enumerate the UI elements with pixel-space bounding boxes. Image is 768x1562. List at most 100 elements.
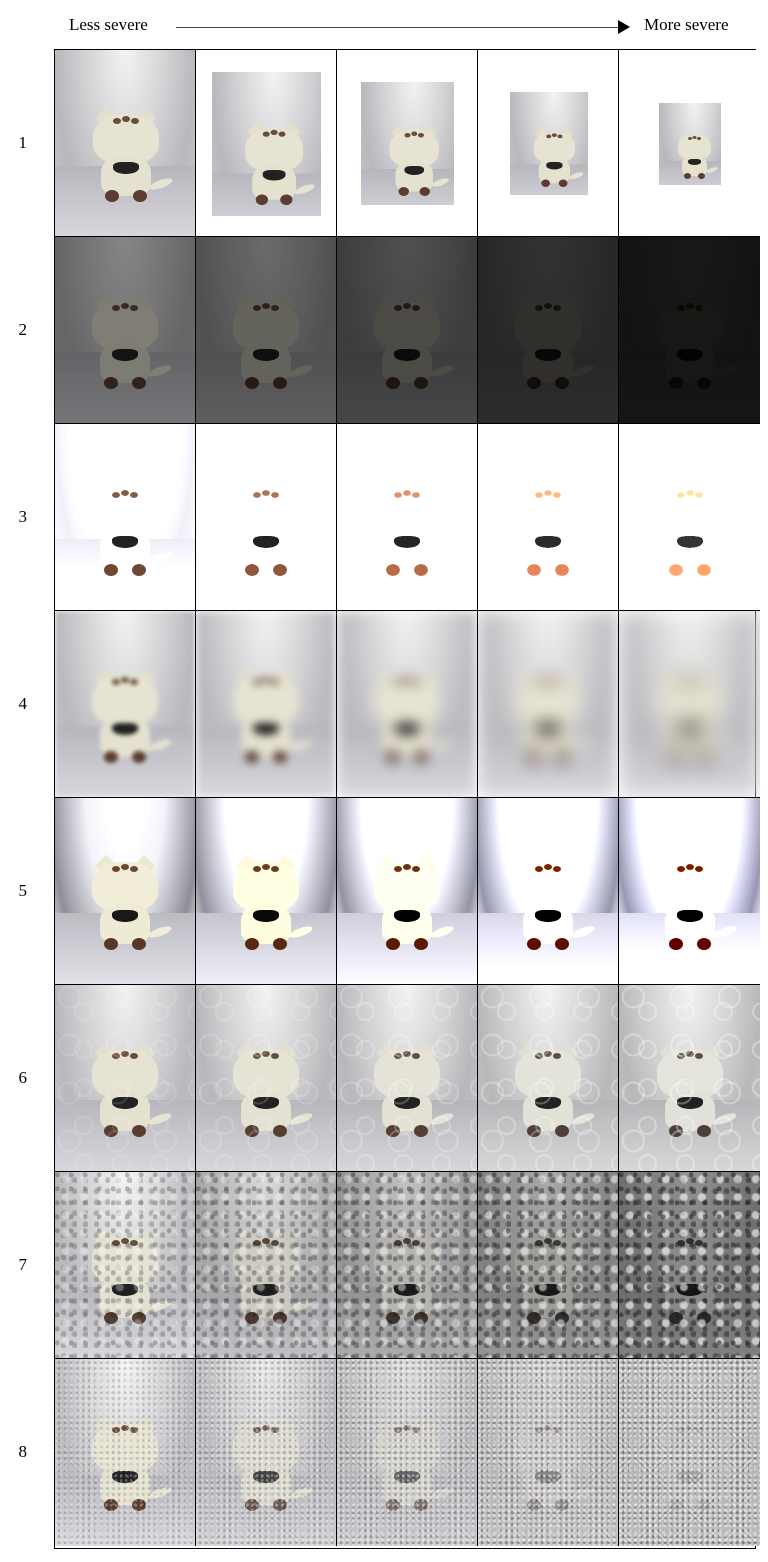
cat-plush — [229, 1041, 314, 1141]
scene — [337, 985, 477, 1171]
cat-plush — [370, 667, 455, 767]
image-cell — [619, 611, 760, 798]
cat-plush — [229, 293, 314, 393]
image-cell — [478, 424, 619, 611]
cat-plush — [511, 1041, 596, 1141]
row-label: 5 — [18, 880, 28, 900]
cat-plush — [370, 1416, 455, 1515]
row-label: 7 — [18, 1254, 28, 1274]
row-label: 2 — [18, 319, 28, 339]
scene — [55, 424, 195, 610]
scene — [55, 1172, 195, 1358]
image-cell — [55, 985, 196, 1172]
image-cell — [337, 611, 478, 798]
scene — [619, 424, 760, 610]
dirt-overlay — [337, 1172, 477, 1358]
scene — [196, 1172, 336, 1358]
row-label: 1 — [18, 132, 28, 152]
scene — [196, 798, 336, 984]
cat-plush — [88, 293, 173, 393]
image-cell — [478, 798, 619, 985]
scene — [478, 798, 618, 984]
cat-plush — [511, 293, 596, 393]
row-label: 3 — [18, 506, 28, 526]
cat-plush — [88, 854, 173, 954]
frost-overlay — [337, 985, 477, 1171]
frost-overlay — [619, 985, 760, 1171]
image-cell — [337, 237, 478, 424]
cat-plush — [88, 480, 173, 580]
cat-plush — [653, 854, 738, 954]
cat-plush — [229, 480, 314, 580]
row-label: 8 — [18, 1441, 28, 1461]
image-cell — [196, 1172, 337, 1359]
scene — [619, 985, 760, 1171]
scene — [196, 985, 336, 1171]
more-severe-label: More severe — [644, 15, 729, 34]
cat-plush — [511, 854, 596, 954]
image-cell — [55, 50, 196, 237]
noise-overlay — [619, 1359, 760, 1546]
scene — [337, 424, 477, 610]
less-severe-label: Less severe — [69, 15, 148, 34]
cat-plush — [653, 667, 738, 767]
cat-plush — [88, 1228, 173, 1328]
scene — [196, 237, 336, 423]
image-cell — [478, 1359, 619, 1546]
image-cell — [337, 985, 478, 1172]
cat-plush — [511, 667, 596, 767]
cat-plush — [370, 1041, 455, 1141]
scene — [478, 424, 618, 610]
cat-plush — [386, 124, 450, 199]
image-cell — [478, 237, 619, 424]
scene — [55, 985, 195, 1171]
severity-arrow-line — [176, 27, 624, 28]
image-cell — [478, 611, 619, 798]
scene — [337, 1359, 477, 1546]
cat-plush — [653, 480, 738, 580]
cat-plush — [229, 1416, 314, 1515]
image-cell — [619, 1359, 760, 1546]
image-cell — [337, 1172, 478, 1359]
dirt-overlay — [619, 1172, 760, 1358]
cat-plush — [653, 293, 738, 393]
noise-overlay — [478, 1359, 618, 1546]
image-cell — [337, 50, 478, 237]
scene — [478, 611, 618, 797]
cat-plush — [88, 1416, 173, 1515]
image-cell — [478, 985, 619, 1172]
cat-plush — [370, 293, 455, 393]
cat-plush — [511, 480, 596, 580]
frost-overlay — [478, 985, 618, 1171]
cat-plush — [530, 127, 584, 190]
scene — [478, 985, 618, 1171]
scene — [196, 611, 336, 797]
scene — [55, 611, 195, 797]
image-cell — [196, 798, 337, 985]
image-cell — [478, 50, 619, 237]
cat-plush — [675, 131, 718, 181]
image-cell — [337, 798, 478, 985]
image-cell — [196, 1359, 337, 1546]
image-cell — [619, 798, 760, 985]
frost-overlay — [55, 985, 195, 1171]
severity-arrow-head — [618, 20, 630, 34]
cat-plush — [89, 107, 174, 206]
image-cell — [55, 611, 196, 798]
cat-plush — [229, 667, 314, 767]
scene — [619, 611, 760, 797]
image-cell — [337, 424, 478, 611]
dirt-overlay — [55, 1172, 195, 1358]
scene — [478, 237, 618, 423]
cat-plush — [370, 480, 455, 580]
image-cell — [337, 1359, 478, 1546]
dirt-overlay — [196, 1172, 336, 1358]
scene — [55, 798, 195, 984]
dirt-overlay — [478, 1172, 618, 1358]
row-label: 6 — [18, 1067, 28, 1087]
image-cell — [196, 424, 337, 611]
frost-overlay — [196, 985, 336, 1171]
corruption-grid — [54, 49, 760, 1549]
image-cell — [55, 424, 196, 611]
image-cell — [196, 611, 337, 798]
